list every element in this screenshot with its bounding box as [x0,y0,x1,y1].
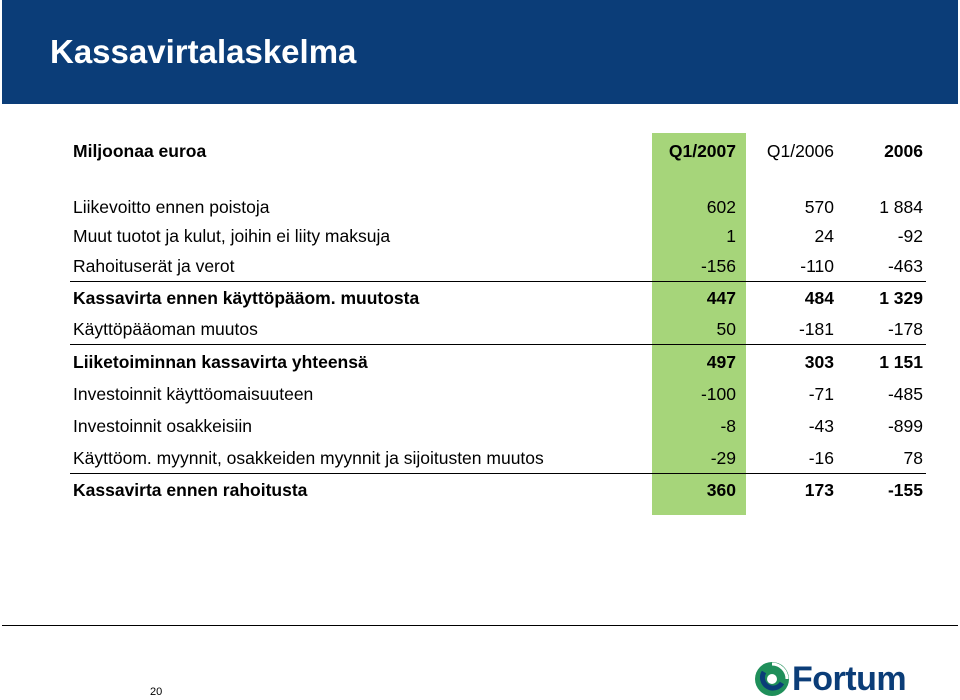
cell-q1-2006: 173 [804,480,834,500]
header-col-q1-2006: Q1/2006 [766,141,834,161]
cell-2006: 78 [903,448,923,468]
cell-q1-2007: 1 [726,226,736,246]
highlight-column-q1-2007 [652,133,746,515]
cell-q1-2006: 24 [814,226,834,246]
table-header-row: Miljoonaa euroa Q1/2007 Q1/2006 2006 [70,136,926,166]
table-row: Investoinnit osakkeisiin -8 -43 -899 [70,411,926,441]
cell-q1-2007: 360 [706,480,736,500]
cell-2006: -463 [887,256,923,276]
cell-q1-2006: 484 [804,288,834,308]
table-row: Käyttöom. myynnit, osakkeiden myynnit ja… [70,443,926,474]
fortum-logo: Fortum [754,656,934,700]
page-number: 20 [150,686,163,698]
cell-q1-2007: -100 [700,384,736,404]
header-label: Miljoonaa euroa [73,141,207,161]
table-row: Rahoituserät ja verot -156 -110 -463 [70,251,926,282]
cell-q1-2006: -43 [808,416,834,436]
row-label: Käyttöom. myynnit, osakkeiden myynnit ja… [73,448,544,468]
cell-q1-2007: -156 [700,256,736,276]
cell-q1-2006: -71 [808,384,834,404]
table-row-total: Kassavirta ennen rahoitusta 360 173 -155 [70,475,926,505]
cell-q1-2007: -29 [710,448,736,468]
table-row-subtotal: Liiketoiminnan kassavirta yhteensä 497 3… [70,347,926,377]
cell-q1-2007: 447 [706,288,736,308]
cell-q1-2006: 303 [804,352,834,372]
row-label: Liiketoiminnan kassavirta yhteensä [73,352,368,372]
page-title: Kassavirtalaskelma [50,33,357,70]
cell-2006: -899 [887,416,923,436]
row-label: Rahoituserät ja verot [73,256,235,276]
row-label: Investoinnit osakkeisiin [73,416,252,436]
row-label: Muut tuotot ja kulut, joihin ei liity ma… [73,226,391,246]
title-bar: Kassavirtalaskelma [2,0,958,104]
cell-q1-2007: 602 [706,197,736,217]
row-label: Liikevoitto ennen poistoja [73,197,270,217]
cell-2006: -92 [897,226,923,246]
logo-wordmark: Fortum [792,660,907,698]
row-label: Kassavirta ennen käyttöpääom. muutosta [73,288,420,308]
cell-q1-2006: 570 [804,197,834,217]
table-row: Investoinnit käyttöomaisuuteen -100 -71 … [70,379,926,409]
cell-q1-2007: 50 [716,319,736,339]
row-label: Käyttöpääoman muutos [73,319,258,339]
cell-q1-2006: -181 [798,319,834,339]
row-label: Investoinnit käyttöomaisuuteen [73,384,314,404]
cell-2006: 1 884 [879,197,923,217]
cell-2006: 1 329 [879,288,923,308]
cell-2006: -485 [887,384,923,404]
header-col-2006: 2006 [884,141,923,161]
table-row-subtotal: Kassavirta ennen käyttöpääom. muutosta 4… [70,283,926,313]
row-label: Kassavirta ennen rahoitusta [73,480,308,500]
cell-q1-2006: -110 [800,256,834,276]
cell-q1-2006: -16 [808,448,834,468]
logo-orb-icon [755,662,789,696]
cell-q1-2007: 497 [706,352,736,372]
cell-2006: -178 [887,319,923,339]
cell-q1-2007: -8 [720,416,736,436]
table-row: Liikevoitto ennen poistoja 602 570 1 884 [70,192,926,222]
cell-2006: 1 151 [879,352,923,372]
table-row: Käyttöpääoman muutos 50 -181 -178 [70,314,926,345]
footer-divider [2,625,958,626]
header-col-q1-2007: Q1/2007 [668,141,736,161]
cell-2006: -155 [887,480,923,500]
table-row: Muut tuotot ja kulut, joihin ei liity ma… [70,221,926,251]
